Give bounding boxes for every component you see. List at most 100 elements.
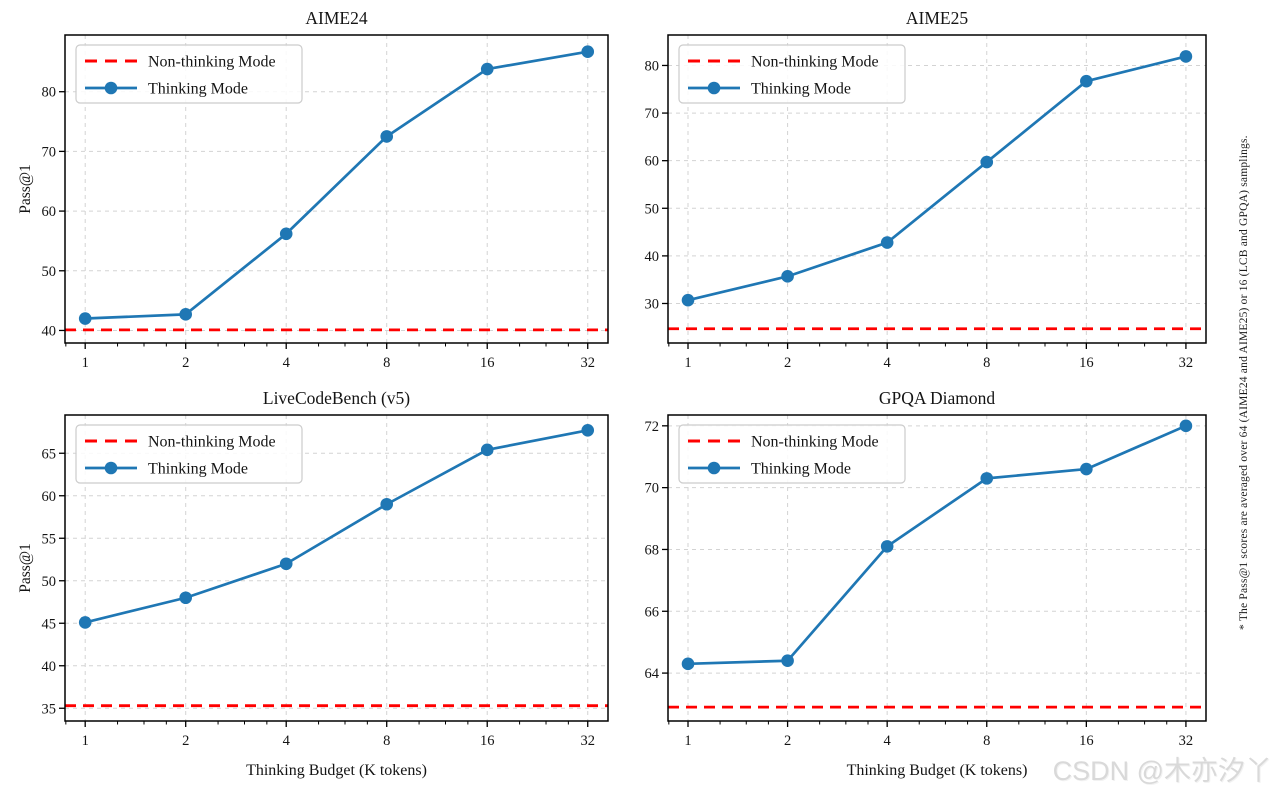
y-tick-label: 40 <box>42 659 57 675</box>
legend-non-thinking-label: Non-thinking Mode <box>148 54 276 71</box>
y-tick-label: 50 <box>645 201 660 217</box>
thinking-point <box>880 540 894 553</box>
x-tick-label: 16 <box>1079 355 1094 371</box>
x-tick-label: 2 <box>182 733 189 749</box>
x-tick-label: 1 <box>684 355 691 371</box>
chart-title: LiveCodeBench (v5) <box>263 388 410 408</box>
thinking-point <box>581 45 595 59</box>
x-tick-label: 2 <box>784 355 791 371</box>
legend-thinking-marker <box>104 81 118 95</box>
x-tick-label: 2 <box>784 733 791 749</box>
thinking-line <box>84 428 588 624</box>
x-tick-label: 4 <box>884 733 892 749</box>
x-tick-label: 1 <box>82 355 89 371</box>
y-axis-label: Pass@1 <box>17 164 34 214</box>
y-tick-label: 72 <box>645 419 660 435</box>
legend-non-thinking-label: Non-thinking Mode <box>751 434 879 451</box>
thinking-point <box>480 443 494 457</box>
x-tick-label: 16 <box>480 355 495 371</box>
y-tick-label: 40 <box>42 323 57 339</box>
thinking-point <box>78 616 92 629</box>
thinking-point <box>980 472 994 485</box>
y-tick-label: 45 <box>42 616 57 632</box>
y-tick-label: 64 <box>645 666 660 682</box>
thinking-point <box>781 654 794 668</box>
thinking-point <box>179 308 193 321</box>
plot-border <box>667 34 1207 344</box>
y-tick-label: 60 <box>42 489 57 505</box>
thinking-point <box>1080 74 1093 88</box>
side-note: * The Pass@1 scores are averaged over 64… <box>1238 135 1250 630</box>
x-tick-label: 8 <box>383 355 390 371</box>
thinking-point <box>681 293 695 307</box>
x-tick-label: 32 <box>1179 733 1194 749</box>
thinking-point <box>78 312 92 325</box>
x-tick-label: 32 <box>580 355 595 371</box>
x-axis-label: Thinking Budget (K tokens) <box>847 762 1028 779</box>
chart-title: GPQA Diamond <box>879 388 995 408</box>
x-tick-label: 1 <box>82 733 89 749</box>
y-tick-label: 60 <box>645 154 660 170</box>
y-tick-label: 70 <box>645 106 660 122</box>
plot-border <box>64 414 609 722</box>
legend-thinking-label: Thinking Mode <box>751 81 851 98</box>
plot-border <box>667 414 1207 722</box>
thinking-point <box>1080 462 1093 476</box>
thinking-point <box>781 270 794 283</box>
x-tick-label: 4 <box>283 355 291 371</box>
legend-thinking-marker <box>707 81 721 95</box>
legend-thinking-label: Thinking Mode <box>148 81 248 98</box>
chart-livecodebench-v5: 1 2 4 8 16 32 35 40 45 50 55 60 65 LiveCodeBench (v5)… <box>17 388 609 779</box>
thinking-line <box>687 55 1187 302</box>
y-tick-label: 80 <box>645 58 660 74</box>
x-tick-label: 16 <box>1079 733 1094 749</box>
x-tick-label: 32 <box>1179 355 1194 371</box>
y-tick-label: 50 <box>42 574 57 590</box>
thinking-point <box>380 130 394 143</box>
thinking-point <box>1179 50 1193 63</box>
legend-thinking-label: Thinking Mode <box>148 461 248 478</box>
legend-thinking-label: Thinking Mode <box>751 461 851 478</box>
chart-aime24: 1 2 4 8 16 32 40 50 60 70 80 AIME24 Pass@1 Non-thinki… <box>17 8 609 371</box>
legend-non-thinking-label: Non-thinking Mode <box>751 54 879 71</box>
x-tick-label: 8 <box>983 733 990 749</box>
legend-thinking-marker <box>104 461 118 475</box>
y-tick-label: 50 <box>42 264 57 280</box>
legend: Non-thinking Mode Thinking Mode <box>678 44 906 104</box>
y-tick-label: 66 <box>645 604 660 620</box>
thinking-point <box>279 557 293 571</box>
y-tick-label: 80 <box>42 85 57 101</box>
x-tick-label: 4 <box>884 355 892 371</box>
legend: Non-thinking Mode Thinking Mode <box>75 424 303 484</box>
legend: Non-thinking Mode Thinking Mode <box>678 424 906 484</box>
thinking-point <box>581 424 595 437</box>
x-tick-label: 2 <box>182 355 189 371</box>
y-tick-label: 70 <box>645 481 660 497</box>
thinking-point <box>681 657 695 671</box>
thinking-point <box>980 155 994 169</box>
x-tick-label: 16 <box>480 733 495 749</box>
y-tick-label: 30 <box>645 296 660 312</box>
y-tick-label: 60 <box>42 204 57 220</box>
thinking-point <box>480 62 494 76</box>
y-tick-label: 65 <box>42 446 57 462</box>
thinking-point <box>179 591 193 605</box>
thinking-line <box>687 424 1187 666</box>
chart-gpqa-diamond: 1 2 4 8 16 32 64 66 68 70 72 GPQA Diamond Thinking B… <box>645 388 1207 779</box>
x-tick-label: 8 <box>383 733 390 749</box>
thinking-point <box>279 227 293 241</box>
plot-border <box>64 34 609 344</box>
y-axis-label: Pass@1 <box>17 543 34 593</box>
x-tick-label: 32 <box>580 733 595 749</box>
legend-non-thinking-label: Non-thinking Mode <box>148 434 276 451</box>
legend: Non-thinking Mode Thinking Mode <box>75 44 303 104</box>
x-tick-label: 4 <box>283 733 291 749</box>
y-tick-label: 40 <box>645 249 660 265</box>
x-tick-label: 1 <box>684 733 691 749</box>
y-tick-label: 35 <box>42 701 57 717</box>
y-tick-label: 70 <box>42 144 57 160</box>
thinking-point <box>880 236 894 249</box>
